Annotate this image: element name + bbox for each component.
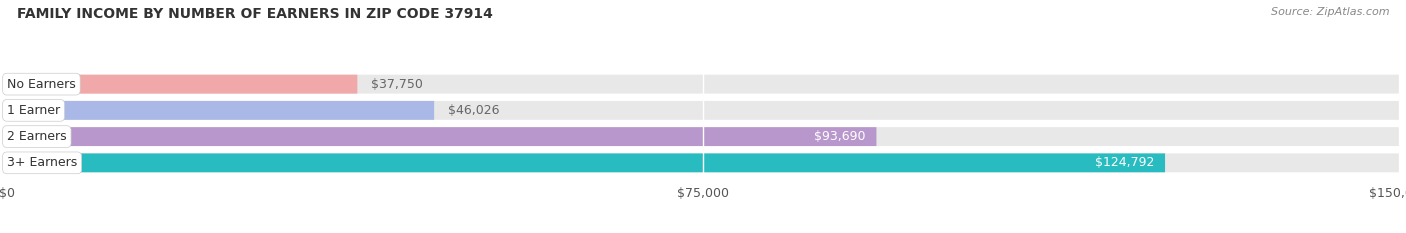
FancyBboxPatch shape xyxy=(7,75,357,94)
Text: $37,750: $37,750 xyxy=(371,78,423,91)
FancyBboxPatch shape xyxy=(7,153,1399,172)
Text: 3+ Earners: 3+ Earners xyxy=(7,156,77,169)
Text: $124,792: $124,792 xyxy=(1094,156,1154,169)
Text: Source: ZipAtlas.com: Source: ZipAtlas.com xyxy=(1271,7,1389,17)
Text: $93,690: $93,690 xyxy=(814,130,865,143)
FancyBboxPatch shape xyxy=(7,127,876,146)
Text: 1 Earner: 1 Earner xyxy=(7,104,60,117)
Text: No Earners: No Earners xyxy=(7,78,76,91)
FancyBboxPatch shape xyxy=(7,101,1399,120)
FancyBboxPatch shape xyxy=(7,75,1399,94)
Text: FAMILY INCOME BY NUMBER OF EARNERS IN ZIP CODE 37914: FAMILY INCOME BY NUMBER OF EARNERS IN ZI… xyxy=(17,7,492,21)
FancyBboxPatch shape xyxy=(7,101,434,120)
Text: $46,026: $46,026 xyxy=(449,104,499,117)
Text: 2 Earners: 2 Earners xyxy=(7,130,66,143)
FancyBboxPatch shape xyxy=(7,153,1166,172)
FancyBboxPatch shape xyxy=(7,127,1399,146)
